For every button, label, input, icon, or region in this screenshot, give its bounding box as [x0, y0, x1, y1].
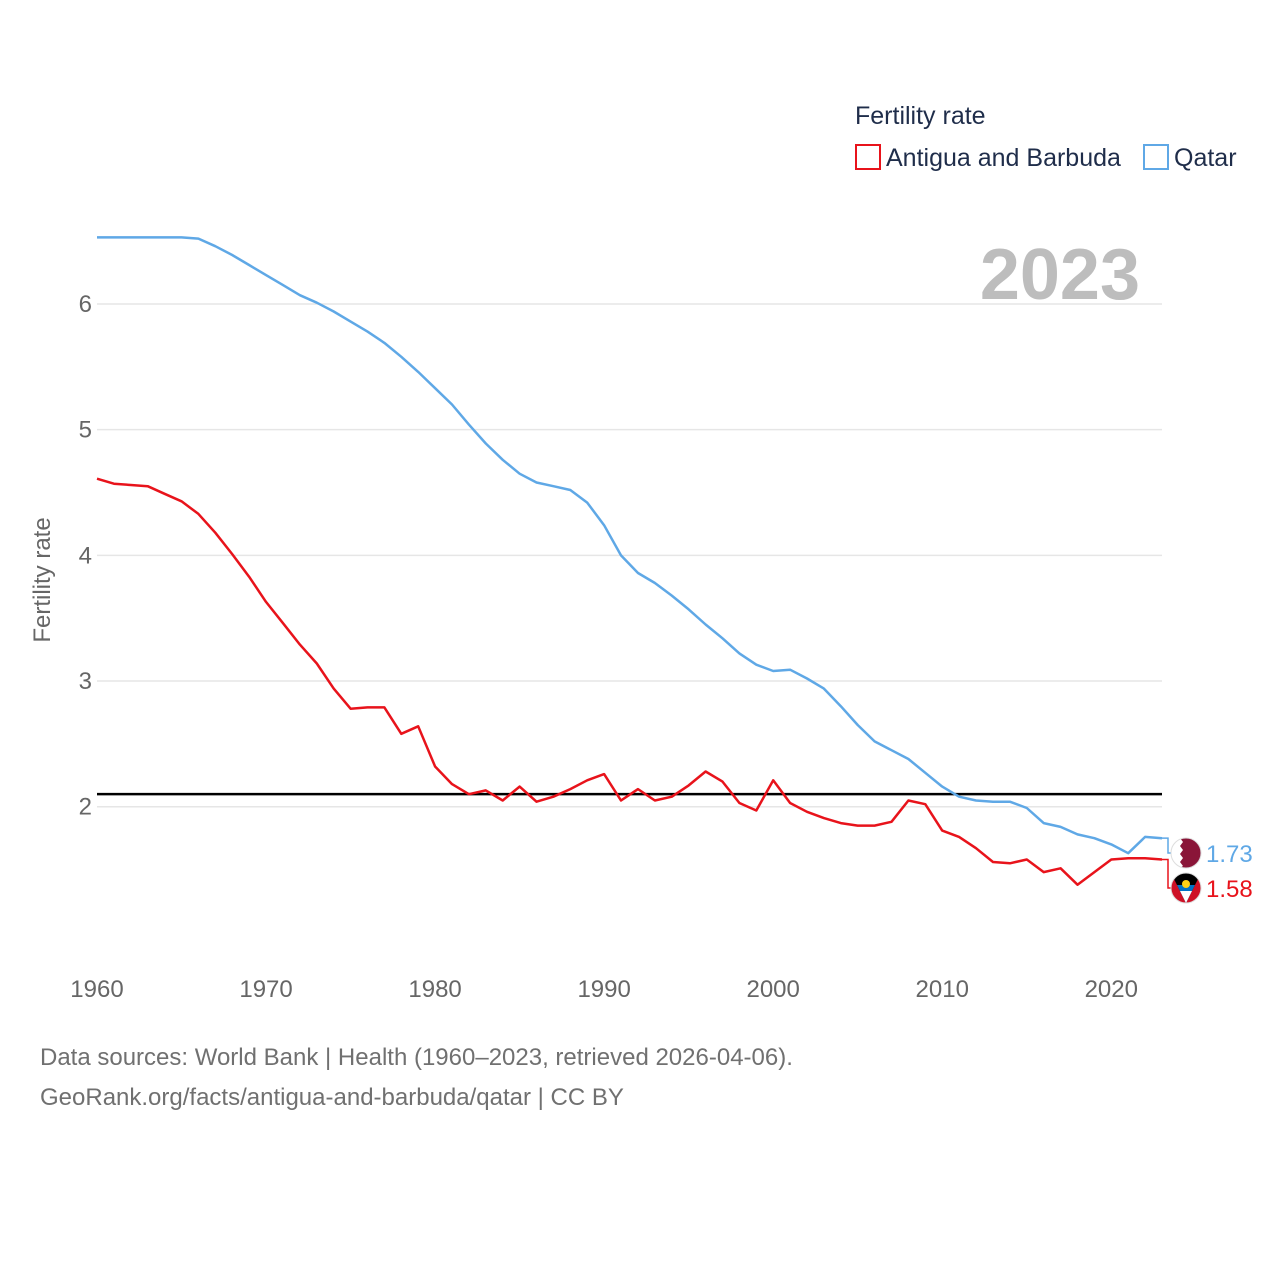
x-tick-label: 2020: [1085, 976, 1138, 1003]
end-value-label-antigua: 1.58: [1206, 876, 1253, 903]
x-tick-label: 1970: [239, 976, 292, 1003]
y-tick-label: 5: [79, 417, 92, 444]
data-source-note: Data sources: World Bank | Health (1960–…: [40, 1044, 793, 1071]
endpoint-connector-antigua: [1162, 858, 1172, 889]
qatar-flag-icon: [1170, 837, 1202, 869]
series-lines: [96, 236, 1163, 886]
year-label: 2023: [980, 235, 1140, 315]
y-tick-label: 6: [79, 291, 92, 318]
legend-item-antigua[interactable]: Antigua and Barbuda: [855, 144, 1121, 172]
y-tick-label: 3: [79, 668, 92, 695]
attribution-link[interactable]: GeoRank.org/facts/antigua-and-barbuda/qa…: [40, 1084, 624, 1111]
legend-label-antigua: Antigua and Barbuda: [886, 144, 1121, 172]
legend-swatch-antigua: [855, 144, 881, 170]
y-tick-label: 2: [79, 794, 92, 821]
end-value-label-qatar: 1.73: [1206, 841, 1253, 868]
legend-label-qatar: Qatar: [1174, 144, 1237, 172]
legend-swatch-qatar: [1143, 144, 1169, 170]
x-axis-ticks: 1960 1970 1980 1990 2000 2010 2020: [70, 976, 1138, 1003]
legend: Fertility rate Antigua and Barbuda Qatar: [855, 102, 1237, 172]
legend-title: Fertility rate: [855, 102, 986, 130]
gridlines: [97, 303, 1162, 808]
endpoint-connector-qatar: [1162, 837, 1172, 854]
y-axis-ticks: 2 3 4 5 6: [79, 291, 92, 821]
x-tick-label: 2000: [746, 976, 799, 1003]
antigua-flag-icon: [1170, 872, 1202, 904]
fertility-chart: 2 3 4 5 6 1960 1970 1980 1990 2000 2010 2020 Ferti…: [29, 102, 1253, 1003]
x-tick-label: 1990: [577, 976, 630, 1003]
x-tick-label: 1960: [70, 976, 123, 1003]
y-axis-title: Fertility rate: [29, 517, 56, 642]
series-endpoints: 1.58 1.73: [1162, 837, 1253, 904]
series-line-qatar: [97, 236, 1163, 855]
x-tick-label: 1980: [408, 976, 461, 1003]
series-line-antigua: [96, 477, 1163, 886]
x-tick-label: 2010: [916, 976, 969, 1003]
y-tick-label: 4: [79, 542, 92, 569]
legend-item-qatar[interactable]: Qatar: [1143, 144, 1237, 172]
